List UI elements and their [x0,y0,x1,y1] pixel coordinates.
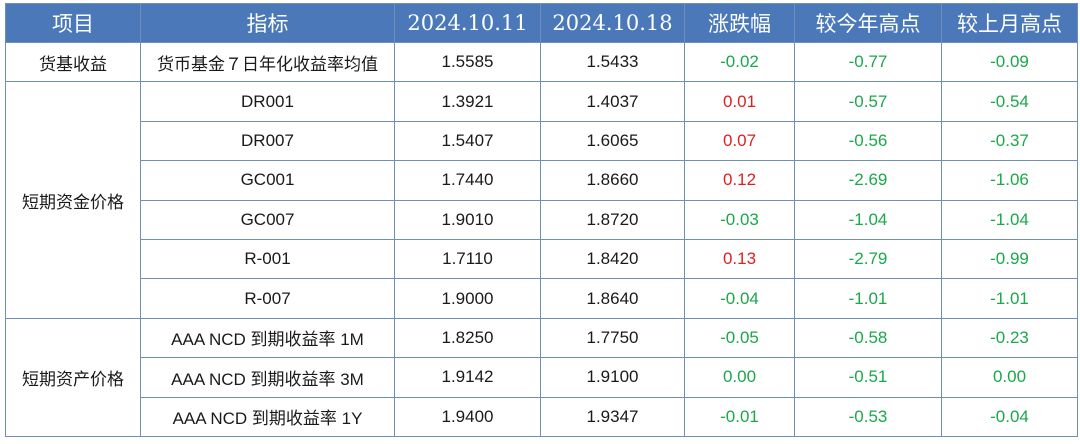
value-date-2-cell: 1.8640 [540,278,685,319]
vs-month-high-cell: -0.99 [941,238,1078,280]
header-change: 涨跌幅 [684,3,795,43]
table-row: DR007 1.5407 1.6065 0.07 -0.56 -0.37 [6,120,1078,162]
table-row: GC007 1.9010 1.8720 -0.03 -1.04 -1.04 [6,199,1078,240]
vs-month-high-cell: -1.06 [941,160,1078,201]
header-date-2: 2024.10.18 [540,3,685,43]
change-cell: 0.07 [684,120,795,162]
vs-month-high-cell: -0.54 [941,81,1078,122]
indicator-cell: AAA NCD 到期收益率 1Y [140,396,395,438]
indicator-cell: AAA NCD 到期收益率 1M [140,317,395,359]
value-date-1-cell: 1.9142 [394,357,541,398]
change-cell: 0.01 [684,81,795,122]
header-vs-month-high: 较上月高点 [941,3,1078,43]
table-row: 短期资金价格 DR001 1.3921 1.4037 0.01 -0.57 -0.54 [5,81,1078,319]
vs-year-high-cell: -0.77 [794,41,942,83]
change-cell: 0.12 [684,160,795,201]
table-row: AAA NCD 到期收益率 3M 1.9142 1.9100 0.00 -0.51 0.0… [6,357,1078,398]
table-row: 短期资产价格 AAA NCD 到期收益率 1M 1.8250 1.7750 -0.05-… [5,317,1078,438]
value-date-2-cell: 1.5433 [540,41,685,83]
change-cell: 0.13 [684,238,795,280]
indicator-cell: AAA NCD 到期收益率 3M [140,357,395,398]
vs-year-high-cell: -2.69 [794,160,942,201]
change-cell: -0.03 [684,199,795,240]
vs-year-high-cell: -1.04 [794,199,942,240]
value-date-1-cell: 1.9400 [394,396,541,438]
indicator-cell: GC007 [140,199,395,240]
value-date-1-cell: 1.5407 [394,120,541,162]
vs-month-high-cell: -0.04 [941,396,1078,438]
category-cell: 短期资金价格 [5,81,141,319]
table-row: GC001 1.7440 1.8660 0.12 -2.69 -1.06 [6,160,1078,201]
header-indicator: 指标 [140,3,395,43]
change-cell: -0.02 [684,41,795,83]
change-cell: -0.04 [684,278,795,319]
header-item: 项目 [5,3,141,43]
indicator-cell: R-001 [140,238,395,280]
value-date-2-cell: 1.9347 [540,396,685,438]
value-date-2-cell: 1.4037 [540,81,685,122]
vs-month-high-cell: 0.00 [941,357,1078,398]
vs-year-high-cell: -1.01 [794,278,942,319]
indicator-cell: 货币基金７日年化收益率均值 [140,41,395,83]
table-row: 货基收益 货币基金７日年化收益率均值 1.5585 1.5433 -0.02 -0.77-… [5,41,1078,83]
value-date-2-cell: 1.8420 [540,238,685,280]
value-date-1-cell: 1.3921 [394,81,541,122]
category-cell: 货基收益 [5,41,141,83]
header-row: 项目 指标 2024.10.11 2024.10.18 涨跌幅 较今年高点 较上… [5,3,1078,43]
vs-year-high-cell: -0.53 [794,396,942,438]
change-cell: -0.01 [684,396,795,438]
value-date-2-cell: 1.6065 [540,120,685,162]
vs-month-high-cell: -0.09 [941,41,1078,83]
value-date-1-cell: 1.9000 [394,278,541,319]
vs-year-high-cell: -0.56 [794,120,942,162]
money-market-table: 项目 指标 2024.10.11 2024.10.18 涨跌幅 较今年高点 较上… [5,3,1078,438]
value-date-1-cell: 1.5585 [394,41,541,83]
vs-month-high-cell: -0.23 [941,317,1078,359]
vs-month-high-cell: -1.01 [941,278,1078,319]
value-date-1-cell: 1.7110 [394,238,541,280]
change-cell: 0.00 [684,357,795,398]
value-date-2-cell: 1.9100 [540,357,685,398]
value-date-2-cell: 1.8660 [540,160,685,201]
indicator-cell: R-007 [140,278,395,319]
value-date-1-cell: 1.7440 [394,160,541,201]
vs-year-high-cell: -0.51 [794,357,942,398]
value-date-2-cell: 1.7750 [540,317,685,359]
vs-year-high-cell: -0.57 [794,81,942,122]
change-cell: -0.05 [684,317,795,359]
value-date-1-cell: 1.9010 [394,199,541,240]
indicator-cell: GC001 [140,160,395,201]
vs-year-high-cell: -2.79 [794,238,942,280]
header-date-1: 2024.10.11 [394,3,541,43]
header-vs-year-high: 较今年高点 [794,3,942,43]
value-date-2-cell: 1.8720 [540,199,685,240]
table-row: R-001 1.7110 1.8420 0.13 -2.79 -0.99 [6,238,1078,280]
value-date-1-cell: 1.8250 [394,317,541,359]
vs-month-high-cell: -1.04 [941,199,1078,240]
table-row: AAA NCD 到期收益率 1Y 1.9400 1.9347 -0.01 -0.53 -0… [6,396,1078,438]
category-cell: 短期资产价格 [5,317,141,438]
indicator-cell: DR001 [140,81,395,122]
vs-year-high-cell: -0.58 [794,317,942,359]
indicator-cell: DR007 [140,120,395,162]
vs-month-high-cell: -0.37 [941,120,1078,162]
table-row: R-007 1.9000 1.8640 -0.04 -1.01 -1.01 [6,278,1078,319]
table-body: 货基收益 货币基金７日年化收益率均值 1.5585 1.5433 -0.02 -0.77-… [5,41,1078,438]
